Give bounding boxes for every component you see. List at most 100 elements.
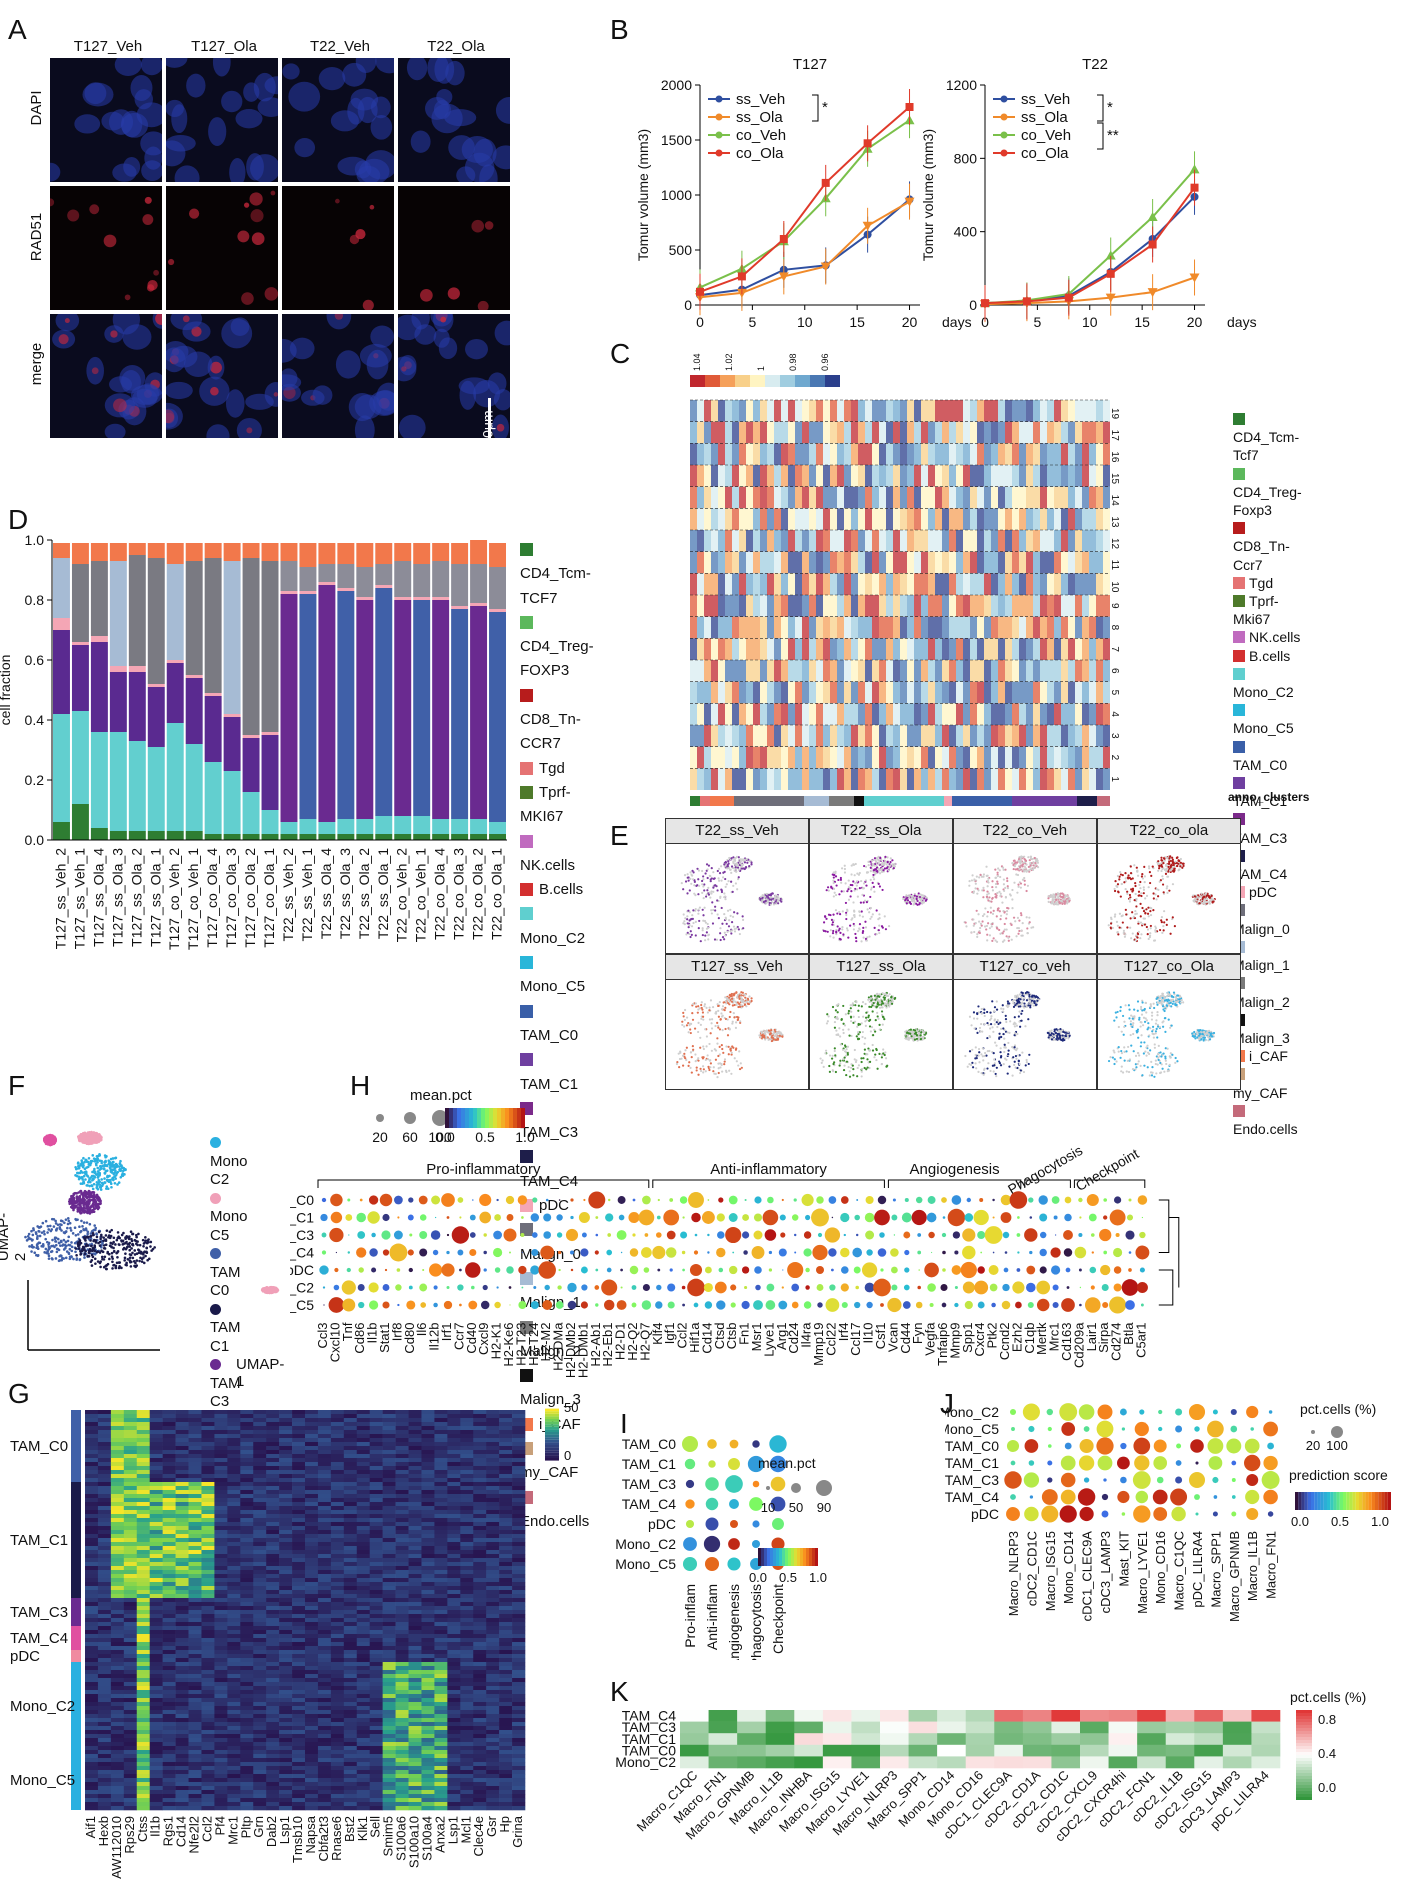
heat-cell (725, 573, 732, 595)
heat-cell (865, 681, 872, 704)
bar-segment (451, 606, 469, 609)
heat-cell (732, 530, 739, 552)
umap-point (846, 1045, 850, 1048)
umap-point (890, 998, 894, 1001)
heat-cell (767, 746, 774, 769)
nucleus-blob (354, 415, 375, 438)
umap-point (1155, 888, 1158, 891)
heat-cell (928, 465, 935, 487)
rad51-foci (153, 269, 159, 276)
heat-cell (921, 638, 928, 660)
heat-cell (928, 768, 935, 790)
heat-cell (942, 465, 949, 487)
bar-segment (470, 819, 488, 834)
umap-panel: T22_ss_Veh (665, 818, 809, 954)
umap-point (1179, 861, 1182, 864)
heat-cell (1012, 508, 1019, 530)
umap-point (875, 932, 878, 936)
umap-point (1175, 862, 1179, 865)
bar-segment (375, 585, 393, 588)
panel-c-legend: CD4_Tcm-Tcf7 CD4_Treg-Foxp3 CD8_Tn-Ccr7 Tgd… (1233, 410, 1302, 1138)
umap-point (980, 924, 983, 927)
umap-point (770, 1035, 773, 1039)
heat-cell (1082, 768, 1089, 790)
heat-cell (1033, 725, 1040, 747)
umap-point (1021, 863, 1025, 866)
umap-point (1019, 882, 1023, 885)
heat-cell (690, 508, 697, 530)
umap-point (725, 1002, 728, 1005)
umap-point (680, 1057, 683, 1060)
umap-point (993, 1018, 997, 1021)
heat-cell (1075, 768, 1082, 790)
umap-point (708, 1042, 711, 1046)
umap-point (1015, 873, 1018, 876)
heat-cell (900, 703, 907, 725)
umap-point (999, 917, 1002, 921)
umap-point (997, 867, 1000, 870)
umap-point (708, 1009, 711, 1012)
umap-point (878, 1023, 881, 1026)
umap-point (915, 897, 918, 901)
umap-point (1034, 862, 1037, 865)
umap-point (917, 1035, 921, 1038)
umap-point (701, 1015, 705, 1018)
umap-point (1018, 868, 1021, 871)
umap-point (867, 998, 870, 1001)
umap-point (872, 1034, 875, 1037)
anno-cluster-bar (1097, 796, 1110, 806)
umap-point (989, 1011, 992, 1014)
heat-cell (725, 616, 732, 639)
umap-point (1016, 891, 1019, 894)
umap-point (1130, 937, 1133, 940)
umap-point (881, 862, 884, 865)
umap-point (712, 890, 715, 893)
heat-cell (998, 486, 1005, 509)
umap-point (682, 1064, 685, 1067)
heat-cell (1026, 486, 1033, 509)
bar-segment (337, 819, 355, 834)
umap-point (925, 898, 928, 901)
umap-point (846, 908, 849, 911)
umap-point (977, 1047, 981, 1051)
umap-point (1036, 999, 1039, 1002)
umap-point (738, 994, 741, 997)
umap-point (847, 1009, 851, 1013)
umap-point (1058, 901, 1061, 904)
umap-point (720, 1015, 724, 1018)
heat-cell (858, 768, 865, 790)
heat-cell (697, 421, 704, 444)
umap-point (1146, 928, 1150, 931)
umap-point (1131, 889, 1135, 892)
heat-cell (1026, 595, 1033, 617)
umap-point (1016, 873, 1020, 877)
heat-cell (886, 681, 893, 704)
umap-point (744, 993, 747, 996)
bar-segment (489, 567, 506, 609)
micrograph-rad51-3 (282, 186, 394, 310)
heat-cell (844, 421, 851, 444)
umap-point (996, 880, 999, 883)
umap-point (981, 920, 984, 923)
heat-cell (823, 638, 830, 660)
micrograph-dapi-1 (50, 58, 162, 182)
heat-cell (1005, 746, 1012, 769)
umap-point (703, 906, 706, 909)
series-line-co_Ola (699, 106, 911, 293)
nucleus-blob (318, 66, 346, 91)
umap-point (871, 1004, 874, 1007)
bar-segment (90, 732, 108, 828)
heat-cell (1082, 530, 1089, 552)
legend-item: Malign_0 (1233, 901, 1302, 937)
rad51-foci (362, 299, 374, 310)
umap-point (731, 1022, 734, 1025)
bar-segment (147, 831, 165, 840)
umap-point (976, 1017, 979, 1020)
umap-point (716, 1021, 719, 1024)
umap-point (1017, 1005, 1020, 1008)
data-point (1022, 297, 1031, 306)
umap-point (852, 1074, 855, 1077)
umap-point (711, 901, 714, 904)
legend-label: Malign_0 (1233, 920, 1290, 937)
umap-point (869, 1030, 872, 1033)
